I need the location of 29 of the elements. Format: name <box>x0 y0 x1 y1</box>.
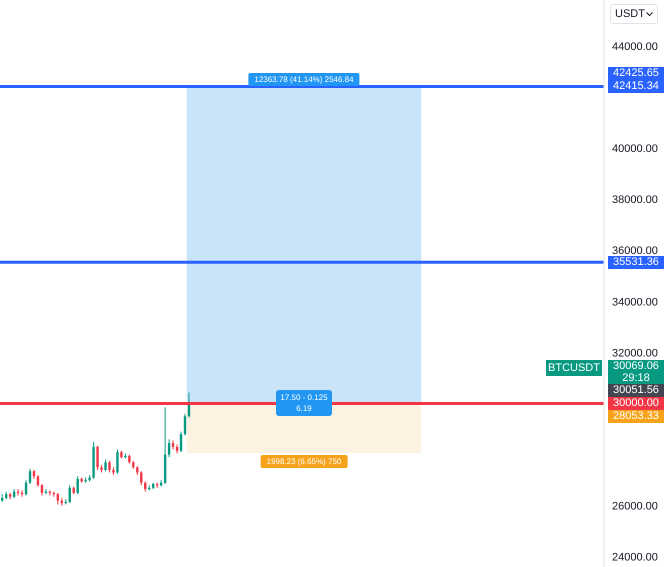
y-tick-label: 36000.00 <box>612 245 658 258</box>
y-tick-label: 24000.00 <box>612 552 658 564</box>
y-tick-label: 44000.00 <box>612 40 658 53</box>
candlestick <box>56 492 60 505</box>
y-axis-title: USDT <box>615 8 645 20</box>
y-tick-label: 40000.00 <box>612 143 658 156</box>
annotation: BTCUSDT <box>546 360 602 376</box>
candlestick <box>140 470 142 486</box>
text: 28053.33 <box>608 410 664 424</box>
ref-line-label: 35531.36 <box>608 256 664 269</box>
text: 30069.06 29:18 <box>608 360 664 384</box>
candlestick <box>144 480 146 492</box>
candlestick <box>76 476 79 495</box>
ref-line-label: 30000.00 <box>608 397 664 410</box>
text: 30051.56 <box>608 384 664 398</box>
candlestick <box>96 445 99 470</box>
candlestick <box>40 483 44 496</box>
annotation: 17.50 - 0.125 6.19 <box>276 392 332 414</box>
y-tick-label: 26000.00 <box>612 500 658 513</box>
y-tick-label: 38000.00 <box>612 194 658 206</box>
candlestick <box>116 449 119 474</box>
text: 42425.65 <box>608 66 664 80</box>
y-tick-label: 32000.00 <box>612 347 658 360</box>
ref-line-label: 42415.34 <box>608 80 664 93</box>
y-tick-label: 34000.00 <box>612 296 658 308</box>
candlestick <box>68 484 71 504</box>
band-label: 1998.23 (6.65%) 750 <box>260 455 348 468</box>
candlestick <box>168 438 170 458</box>
band-label: 12363.78 (41.14%) 2546.84 <box>248 73 360 86</box>
